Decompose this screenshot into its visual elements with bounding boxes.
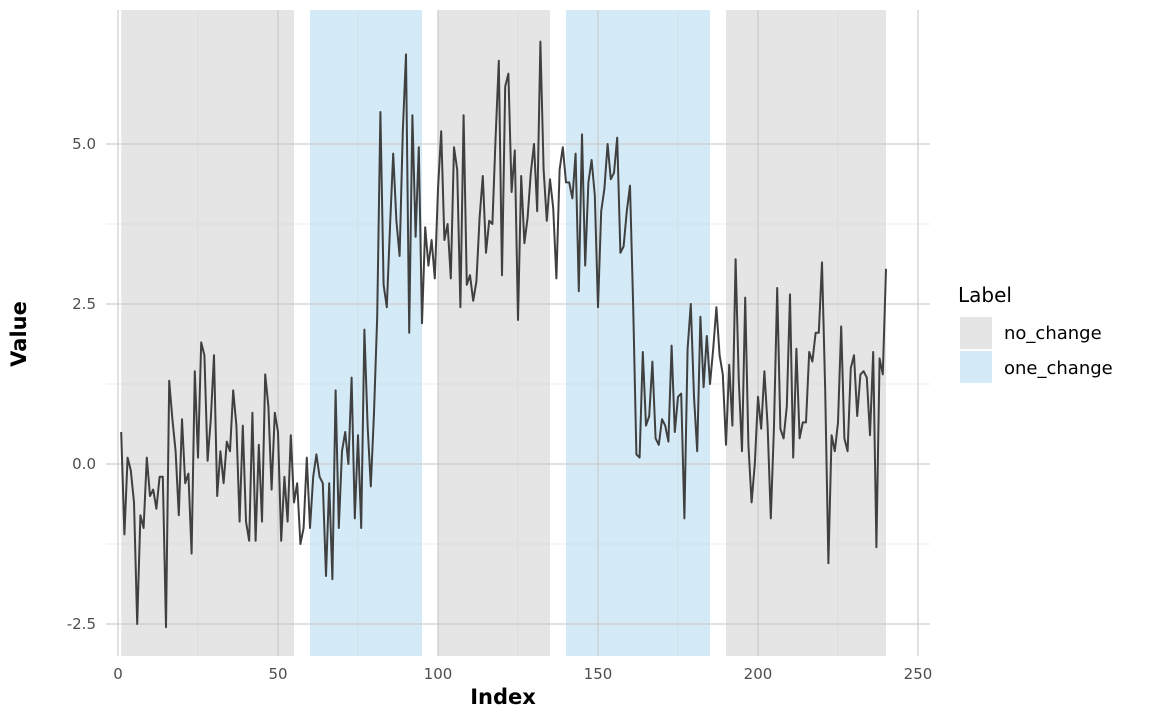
axis-ticks: 0 50 100 150 200 250 -2.5 0.0 2.5 5.0 xyxy=(67,135,933,683)
legend-label-no-change: no_change xyxy=(1004,323,1102,344)
x-tick-label-2: 100 xyxy=(424,665,453,683)
region-bands xyxy=(121,10,886,656)
y-tick-label-1: 0.0 xyxy=(72,455,96,473)
y-axis-title: Value xyxy=(7,301,31,367)
series-line-0 xyxy=(120,40,887,629)
region-band-no-change-0 xyxy=(121,10,294,656)
legend-label-one-change: one_change xyxy=(1004,358,1113,379)
legend-title: Label xyxy=(958,283,1012,307)
x-axis-title: Index xyxy=(470,685,536,709)
legend-swatch-no-change xyxy=(960,317,992,349)
legend: Label no_change one_change xyxy=(958,283,1113,383)
x-tick-label-3: 150 xyxy=(584,665,613,683)
x-tick-label-4: 200 xyxy=(744,665,773,683)
region-band-one-change-3 xyxy=(566,10,710,656)
data-series xyxy=(120,40,887,629)
region-band-no-change-4 xyxy=(726,10,886,656)
x-tick-label-1: 50 xyxy=(268,665,287,683)
legend-swatch-one-change xyxy=(960,351,992,383)
y-tick-label-0: -2.5 xyxy=(67,615,96,633)
y-tick-label-3: 5.0 xyxy=(72,135,96,153)
region-band-no-change-2 xyxy=(438,10,550,656)
y-tick-label-2: 2.5 xyxy=(72,295,96,313)
x-tick-label-0: 0 xyxy=(113,665,123,683)
x-tick-label-5: 250 xyxy=(904,665,933,683)
